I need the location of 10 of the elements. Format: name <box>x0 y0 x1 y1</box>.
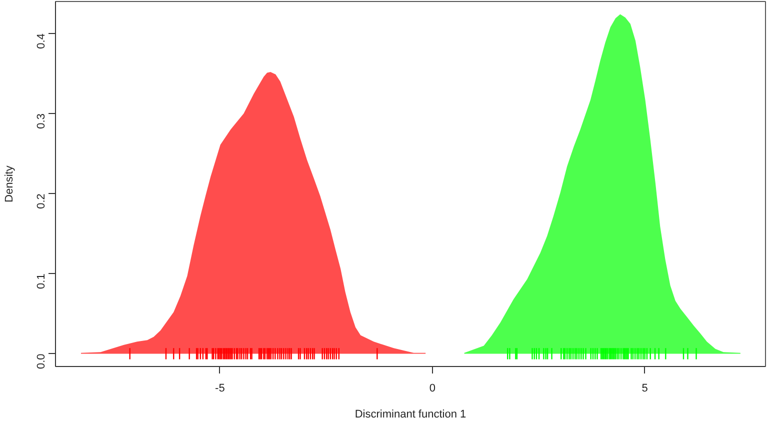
y-axis-title: Density <box>4 165 16 202</box>
y-tick-label: 0.1 <box>36 274 48 289</box>
y-tick-label: 0.4 <box>36 34 48 49</box>
x-tick-label: -5 <box>215 382 225 394</box>
y-tick-label: 0.0 <box>36 354 48 369</box>
y-tick-label: 0.2 <box>36 194 48 209</box>
x-axis-title: Discriminant function 1 <box>354 408 466 420</box>
y-tick-label: 0.3 <box>36 114 48 129</box>
x-tick-label: 5 <box>642 382 648 394</box>
x-tick-label: 0 <box>429 382 436 394</box>
